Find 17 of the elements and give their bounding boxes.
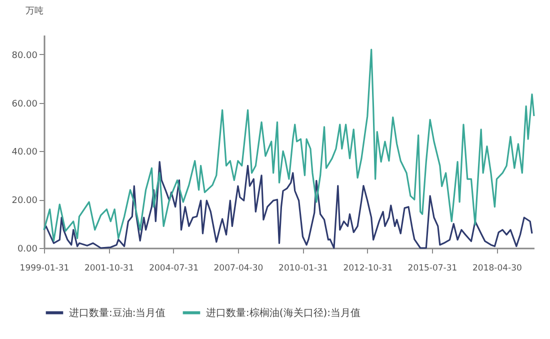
- y-axis-title: 万吨: [26, 6, 44, 16]
- x-tick-label: 2004-07-31: [149, 264, 199, 274]
- y-tick-label: 0.00: [17, 244, 38, 254]
- x-tick-label: 1999-01-31: [20, 264, 70, 274]
- y-tick-label: 20.00: [12, 196, 38, 206]
- line-series: [43, 48, 535, 242]
- legend-label: 进口数量:豆油:当月值: [69, 306, 166, 319]
- x-tick-label: 2001-10-31: [84, 264, 134, 274]
- x-tick-label: 2007-04-30: [214, 264, 264, 274]
- y-tick-label: 40.00: [12, 148, 38, 158]
- y-tick-label: 80.00: [12, 50, 38, 61]
- x-tick-label: 2018-04-30: [472, 264, 522, 274]
- x-tick-label: 2010-01-31: [278, 264, 328, 274]
- y-tick-label: 60.00: [12, 99, 38, 110]
- x-tick-label: 2012-10-31: [343, 264, 393, 274]
- legend-label: 进口数量:棕榈油(海关口径):当月值: [206, 306, 361, 319]
- x-tick-label: 2015-07-31: [408, 264, 458, 274]
